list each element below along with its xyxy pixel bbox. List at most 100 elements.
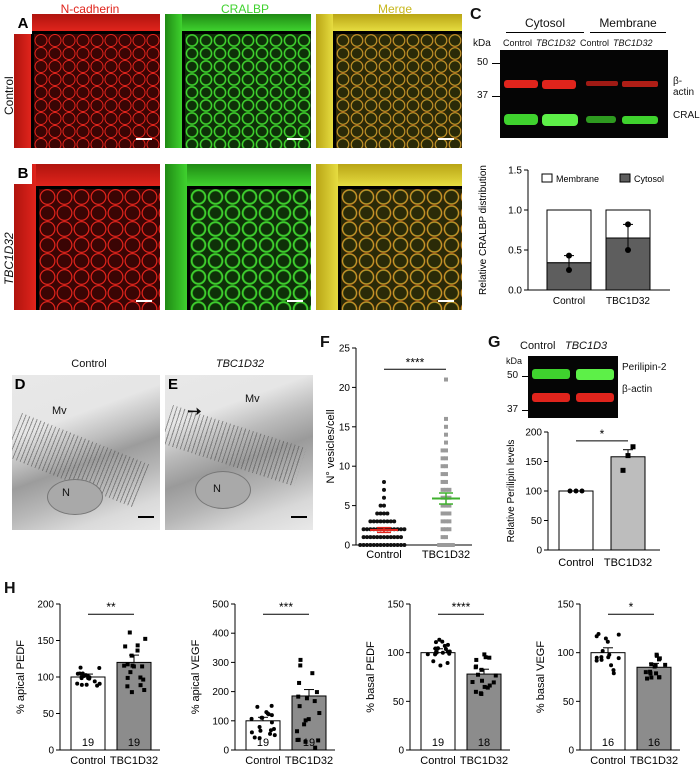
- n-label: 19: [432, 737, 444, 749]
- data-point: [440, 456, 445, 461]
- y-tick-label: 100: [525, 487, 542, 498]
- data-point: [378, 519, 383, 524]
- data-point: [444, 487, 448, 492]
- data-point: [444, 543, 448, 547]
- data-point: [579, 488, 585, 494]
- data-point: [663, 662, 668, 667]
- data-point: [295, 729, 300, 734]
- data-point: [78, 665, 83, 670]
- c-group-cytosol: Cytosol: [524, 16, 565, 30]
- data-point: [440, 511, 445, 516]
- data-point: [440, 543, 445, 547]
- c-kda: kDa: [473, 38, 491, 49]
- n-label: 19: [257, 737, 269, 749]
- legend-swatch-cytosol: [619, 173, 631, 183]
- data-point: [382, 511, 386, 516]
- data-point: [616, 656, 621, 661]
- y-axis-label: % apical PEDF: [15, 640, 27, 714]
- data-point: [444, 527, 448, 532]
- data-point: [605, 639, 610, 644]
- data-point: [444, 479, 448, 484]
- data-point: [388, 519, 393, 524]
- y-axis-label: % basal PEDF: [365, 641, 377, 713]
- data-point: [130, 663, 135, 668]
- y-axis-label: N° vesicles/cell: [325, 409, 337, 483]
- data-point: [444, 448, 448, 453]
- data-point: [573, 488, 579, 494]
- chart-h2-apical-vegf: 0 100 200 300 400 500 % apical VEGF 19 Control 19…: [190, 600, 335, 767]
- y-tick-label: 0: [48, 746, 54, 757]
- significance-label: **: [106, 600, 116, 614]
- data-point: [388, 543, 393, 547]
- data-point: [392, 543, 397, 547]
- data-point: [399, 535, 403, 540]
- data-point: [382, 543, 386, 547]
- data-point: [382, 519, 386, 524]
- panel-letter-c: C: [470, 6, 482, 23]
- data-point: [440, 650, 445, 655]
- data-point: [382, 487, 386, 492]
- data-point: [485, 685, 490, 690]
- y-tick-label: 0.0: [508, 286, 522, 297]
- data-point: [257, 736, 262, 741]
- data-point: [443, 646, 448, 651]
- data-point: [440, 535, 445, 540]
- legend-label-membrane: Membrane: [556, 174, 599, 184]
- data-point: [438, 663, 443, 668]
- data-point: [385, 535, 390, 540]
- data-point: [493, 673, 498, 678]
- data-point: [425, 652, 430, 657]
- data-point: [479, 691, 484, 696]
- data-point: [385, 519, 390, 524]
- data-point: [444, 503, 448, 508]
- data-point: [138, 683, 143, 688]
- data-point: [444, 519, 448, 524]
- y-axis-label: Relative Perilipin levels: [506, 440, 517, 543]
- data-point: [645, 676, 650, 681]
- y-axis-label: % basal VEGF: [535, 641, 547, 713]
- panel-letter-f: F: [320, 334, 330, 351]
- n-label: 16: [648, 737, 660, 749]
- x-tick-label: TBC1D32: [630, 755, 678, 767]
- data-point: [440, 464, 445, 469]
- data-point: [649, 662, 654, 667]
- data-point: [142, 688, 147, 693]
- data-point: [616, 632, 621, 637]
- data-point: [382, 495, 386, 500]
- col-title-cralbp: CRALBP: [220, 2, 270, 16]
- bar: [558, 490, 594, 551]
- data-point: [361, 535, 366, 540]
- data-point: [649, 675, 654, 680]
- c-lane-3: Control: [580, 38, 610, 48]
- g-western-blot: [528, 356, 618, 418]
- data-point: [480, 678, 485, 683]
- g-band-perilipin: Perilipin-2: [622, 362, 667, 373]
- data-point: [625, 221, 631, 228]
- y-axis-label: Relative CRALBP distribution: [478, 165, 489, 295]
- em-d-control: D Mv N: [12, 375, 160, 530]
- data-point: [298, 657, 303, 662]
- data-point: [450, 543, 455, 547]
- panel-letter-a: A: [14, 14, 32, 34]
- data-point: [479, 667, 484, 672]
- data-point: [567, 488, 573, 494]
- data-point: [143, 636, 148, 641]
- data-point: [483, 655, 488, 660]
- legend-swatch-membrane: [541, 173, 553, 183]
- data-point: [317, 711, 322, 716]
- x-tick-label: Control: [366, 549, 401, 560]
- data-point: [444, 432, 448, 437]
- data-point: [447, 511, 452, 516]
- data-point: [84, 682, 89, 687]
- data-point: [79, 682, 84, 687]
- micro-a-cralbp: [165, 14, 311, 148]
- y-tick-label: 200: [37, 600, 54, 611]
- data-point: [487, 683, 492, 688]
- data-point: [378, 511, 383, 516]
- bar: [116, 661, 152, 751]
- data-point: [482, 684, 487, 689]
- data-point: [402, 543, 407, 547]
- g-marker-37: 37: [507, 404, 519, 415]
- c-marker-50: 50: [477, 57, 489, 68]
- c-band-bactin: β-actin: [673, 76, 695, 98]
